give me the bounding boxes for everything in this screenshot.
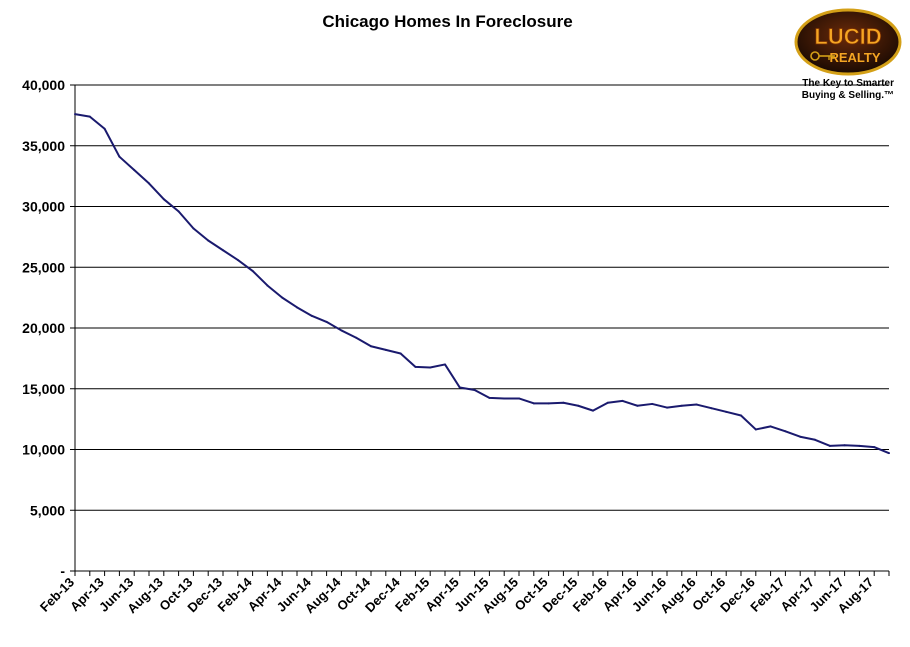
series-layer — [74, 113, 890, 455]
data-point — [518, 397, 520, 400]
data-point — [858, 444, 861, 447]
data-point — [740, 414, 742, 417]
data-point — [355, 336, 358, 339]
data-point — [666, 406, 668, 409]
tagline-line-2: Buying & Selling.™ — [801, 90, 894, 101]
data-point — [325, 320, 328, 323]
data-point — [414, 365, 417, 368]
data-point — [828, 444, 831, 447]
logo-brand-top: LUCID — [814, 24, 881, 49]
data-point — [177, 210, 180, 213]
data-point — [606, 401, 609, 404]
data-point — [103, 127, 106, 130]
data-point — [873, 446, 876, 449]
logo-tagline: The Key to Smarter Buying & Selling.™ — [788, 78, 894, 102]
y-tick-label: - — [60, 563, 65, 579]
data-point — [754, 428, 757, 431]
data-point — [888, 452, 890, 455]
data-point — [251, 269, 254, 272]
data-point — [88, 115, 91, 118]
data-point — [162, 198, 165, 201]
data-point — [814, 438, 816, 441]
data-point — [473, 388, 476, 391]
data-point — [340, 329, 343, 332]
data-point — [784, 430, 787, 433]
data-point — [133, 169, 136, 172]
data-point — [458, 386, 461, 389]
y-tick-labels: - 5,000 10,000 15,000 20,000 25,000 30,000 35,0… — [22, 77, 65, 579]
data-point — [562, 401, 565, 404]
data-point — [547, 402, 550, 405]
y-tick-label: 35,000 — [22, 138, 65, 154]
data-point — [695, 403, 698, 406]
lucid-realty-logo: LUCID REALTY — [794, 8, 902, 76]
tagline-line-1: The Key to Smarter — [802, 78, 894, 89]
data-point — [399, 352, 402, 355]
y-tick-label: 20,000 — [22, 320, 65, 336]
y-tick-label: 40,000 — [22, 77, 65, 93]
data-point — [444, 363, 446, 366]
data-point — [488, 396, 491, 399]
data-point — [222, 249, 224, 252]
x-tick-labels: Feb-13Apr-13Jun-13Aug-13Oct-13Dec-13Feb-… — [37, 574, 876, 616]
data-point — [503, 397, 506, 400]
y-tick-label: 30,000 — [22, 199, 65, 215]
data-point — [577, 404, 580, 407]
data-point — [710, 407, 713, 410]
data-point — [769, 425, 772, 428]
data-point — [281, 296, 284, 299]
data-point — [725, 410, 728, 413]
data-point — [310, 314, 313, 317]
data-point — [621, 399, 624, 402]
data-point — [370, 345, 372, 348]
data-point — [118, 155, 121, 158]
logo-brand-bottom: REALTY — [829, 50, 880, 65]
key-icon — [810, 51, 835, 61]
data-point — [680, 404, 683, 407]
y-tick-label: 15,000 — [22, 381, 65, 397]
y-tick-label: 5,000 — [30, 502, 65, 518]
data-point — [429, 366, 432, 369]
data-point — [532, 402, 535, 405]
data-point — [651, 402, 654, 405]
data-point — [192, 227, 195, 230]
data-point — [74, 113, 76, 116]
data-point — [266, 284, 269, 287]
data-point — [207, 239, 210, 242]
data-point — [384, 348, 387, 351]
data-point — [799, 435, 802, 438]
grid-lines — [75, 84, 889, 511]
chart-title: Chicago Homes In Foreclosure — [322, 12, 573, 31]
data-point — [592, 409, 594, 412]
data-point — [148, 182, 150, 185]
data-point — [636, 404, 639, 407]
axes — [70, 84, 890, 576]
data-point — [296, 306, 298, 309]
y-tick-label: 10,000 — [22, 442, 65, 458]
y-tick-label: 25,000 — [22, 259, 65, 275]
data-point — [236, 258, 239, 261]
data-point — [843, 444, 846, 447]
series-line — [74, 113, 890, 455]
